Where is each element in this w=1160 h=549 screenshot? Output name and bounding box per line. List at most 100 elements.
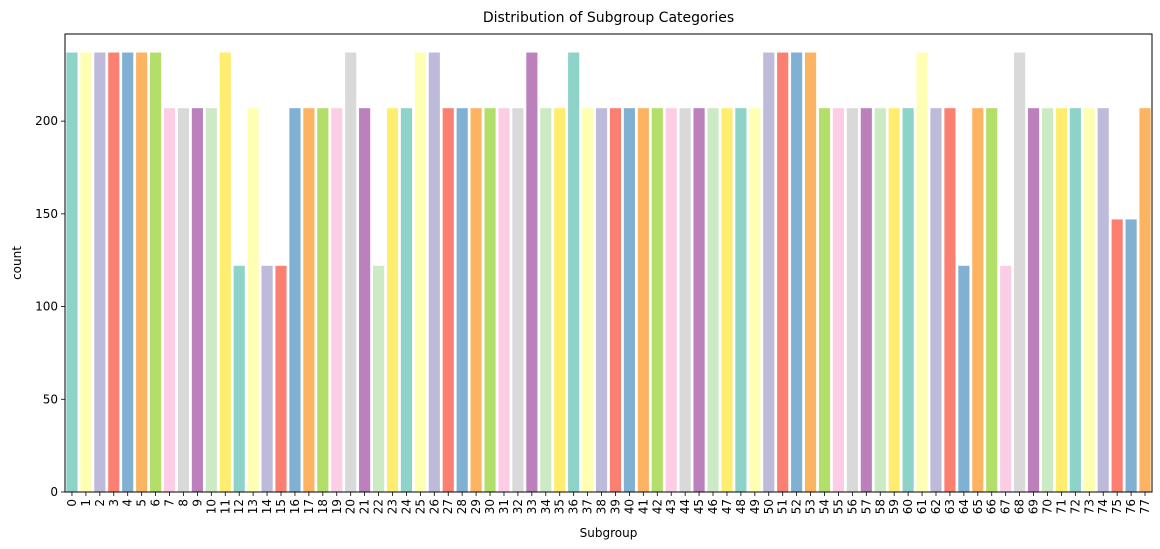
x-tick-label: 4 xyxy=(121,499,135,507)
x-tick-label: 25 xyxy=(413,499,427,514)
x-tick-label: 42 xyxy=(650,499,664,514)
y-axis: 0 50 100 150 200 xyxy=(35,114,65,499)
bar-9 xyxy=(191,108,203,493)
bar-28 xyxy=(456,108,468,493)
x-tick-label: 69 xyxy=(1027,499,1041,514)
bar-30 xyxy=(484,108,496,493)
x-tick-label: 35 xyxy=(553,499,567,514)
x-tick-label: 74 xyxy=(1096,499,1110,514)
y-tick-label: 100 xyxy=(35,300,58,314)
x-tick-label: 23 xyxy=(385,499,399,514)
x-tick-label: 66 xyxy=(985,499,999,514)
x-tick-label: 28 xyxy=(455,499,469,514)
bar-36 xyxy=(568,52,580,492)
bar-58 xyxy=(874,108,886,493)
bar-26 xyxy=(428,52,440,492)
x-tick-label: 54 xyxy=(818,499,832,514)
bar-12 xyxy=(233,265,245,492)
bar-38 xyxy=(595,108,608,493)
bar-6 xyxy=(150,52,162,492)
bar-65 xyxy=(972,108,984,493)
x-tick-label: 75 xyxy=(1110,499,1124,514)
bar-44 xyxy=(679,108,691,493)
bar-50 xyxy=(763,52,775,492)
x-tick-label: 14 xyxy=(260,499,274,514)
x-tick-label: 10 xyxy=(204,499,218,514)
x-tick-label: 20 xyxy=(344,499,358,514)
x-tick-label: 55 xyxy=(831,499,845,514)
bar-71 xyxy=(1055,108,1067,493)
bar-4 xyxy=(122,52,134,492)
x-tick-label: 36 xyxy=(567,499,581,514)
x-tick-label: 15 xyxy=(274,499,288,514)
x-tick-label: 51 xyxy=(776,499,790,514)
x-tick-label: 34 xyxy=(539,499,553,514)
x-tick-label: 9 xyxy=(190,499,204,507)
x-tick-label: 33 xyxy=(525,499,539,514)
bar-75 xyxy=(1111,219,1123,492)
bar-10 xyxy=(205,108,217,493)
bar-19 xyxy=(331,108,343,493)
bar-76 xyxy=(1125,219,1137,492)
x-tick-label: 13 xyxy=(246,499,260,514)
bar-74 xyxy=(1097,108,1109,493)
bar-1 xyxy=(80,52,92,492)
x-tick-label: 45 xyxy=(692,499,706,514)
bar-33 xyxy=(526,52,538,492)
bar-60 xyxy=(902,108,914,493)
bars-group xyxy=(66,52,1151,493)
x-tick-label: 19 xyxy=(330,499,344,514)
x-tick-label: 47 xyxy=(720,499,734,514)
bar-15 xyxy=(275,265,287,492)
bar-34 xyxy=(540,108,552,493)
x-tick-label: 16 xyxy=(288,499,302,514)
bar-59 xyxy=(888,108,900,493)
bar-68 xyxy=(1014,52,1026,492)
bar-69 xyxy=(1027,108,1040,493)
x-tick-label: 41 xyxy=(636,499,650,514)
x-tick-label: 48 xyxy=(734,499,748,514)
x-tick-label: 62 xyxy=(929,499,943,514)
x-tick-label: 43 xyxy=(664,499,678,514)
bar-51 xyxy=(777,52,789,492)
x-tick-label: 27 xyxy=(441,499,455,514)
bar-66 xyxy=(986,108,998,493)
bar-52 xyxy=(791,52,803,492)
bar-3 xyxy=(108,52,120,492)
bar-21 xyxy=(359,108,371,493)
x-tick-label: 61 xyxy=(915,499,929,514)
bar-61 xyxy=(916,52,928,492)
bar-64 xyxy=(958,265,970,492)
x-tick-label: 11 xyxy=(218,499,232,514)
bar-16 xyxy=(289,108,301,493)
chart-title: Distribution of Subgroup Categories xyxy=(483,10,734,26)
x-tick-label: 49 xyxy=(748,499,762,514)
x-tick-label: 73 xyxy=(1082,499,1096,514)
bar-56 xyxy=(846,108,858,493)
bar-42 xyxy=(651,108,663,493)
bar-47 xyxy=(721,108,733,493)
bar-48 xyxy=(735,108,747,493)
bar-20 xyxy=(345,52,357,492)
bar-55 xyxy=(832,108,845,493)
bar-70 xyxy=(1041,108,1054,493)
y-tick-label: 0 xyxy=(50,485,58,499)
x-axis: 0 1 2 3 4 5 6 7 8 9 10 11 12 13 14 15 16 17 18 19 20 21 22 23 24… xyxy=(65,492,1152,514)
plot-frame xyxy=(64,33,1153,493)
x-tick-label: 68 xyxy=(1013,499,1027,514)
x-tick-label: 30 xyxy=(483,499,497,514)
x-tick-label: 21 xyxy=(358,499,372,514)
bar-8 xyxy=(177,108,190,493)
x-tick-label: 29 xyxy=(469,499,483,514)
bar-24 xyxy=(400,108,413,493)
bar-40 xyxy=(623,108,635,493)
x-axis-label: Subgroup xyxy=(580,526,638,540)
x-tick-label: 53 xyxy=(804,499,818,514)
x-tick-label: 72 xyxy=(1068,499,1082,514)
bar-18 xyxy=(317,108,329,493)
x-tick-label: 56 xyxy=(845,499,859,514)
bar-54 xyxy=(818,108,831,493)
bar-41 xyxy=(637,108,649,493)
x-tick-label: 7 xyxy=(163,499,177,507)
